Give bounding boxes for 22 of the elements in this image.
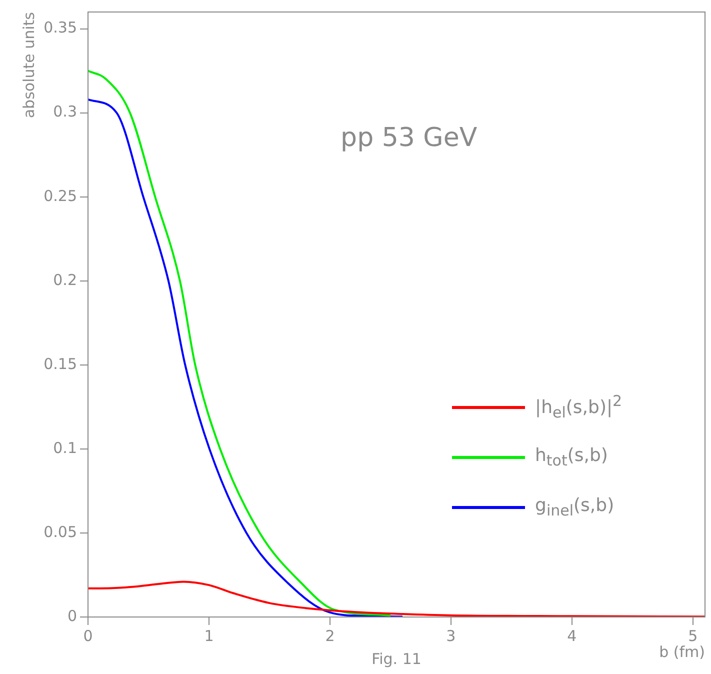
- x-tick-label: 3: [446, 626, 456, 645]
- x-tick-label: 4: [567, 626, 577, 645]
- x-tick-label: 1: [204, 626, 214, 645]
- x-tick-label: 2: [325, 626, 335, 645]
- legend-label: |h$_{el}$(s,b)|$^{2}$: [535, 392, 622, 422]
- y-tick-label: 0.2: [53, 270, 77, 289]
- y-tick-label: 0.05: [44, 522, 77, 541]
- y-tick-label: 0: [67, 606, 77, 625]
- y-tick-label: 0.15: [44, 354, 77, 373]
- x-tick-label: 5: [688, 626, 698, 645]
- legend-label: g$_{inel}$(s,b): [535, 494, 614, 520]
- x-tick-label: 0: [83, 626, 93, 645]
- y-tick-label: 0.1: [53, 438, 77, 457]
- line-series: [88, 580, 705, 617]
- y-tick-label: 0.25: [44, 186, 77, 205]
- text: pp 53 GeV: [340, 122, 478, 153]
- y-tick-label: 0.35: [44, 18, 77, 37]
- y-axis-title: absolute units: [20, 12, 38, 118]
- caption: Fig. 11: [372, 650, 422, 668]
- x-axis-title: b (fm): [659, 642, 705, 661]
- legend-label: h$_{tot}$(s,b): [535, 444, 608, 470]
- y-tick-label: 0.3: [53, 102, 77, 121]
